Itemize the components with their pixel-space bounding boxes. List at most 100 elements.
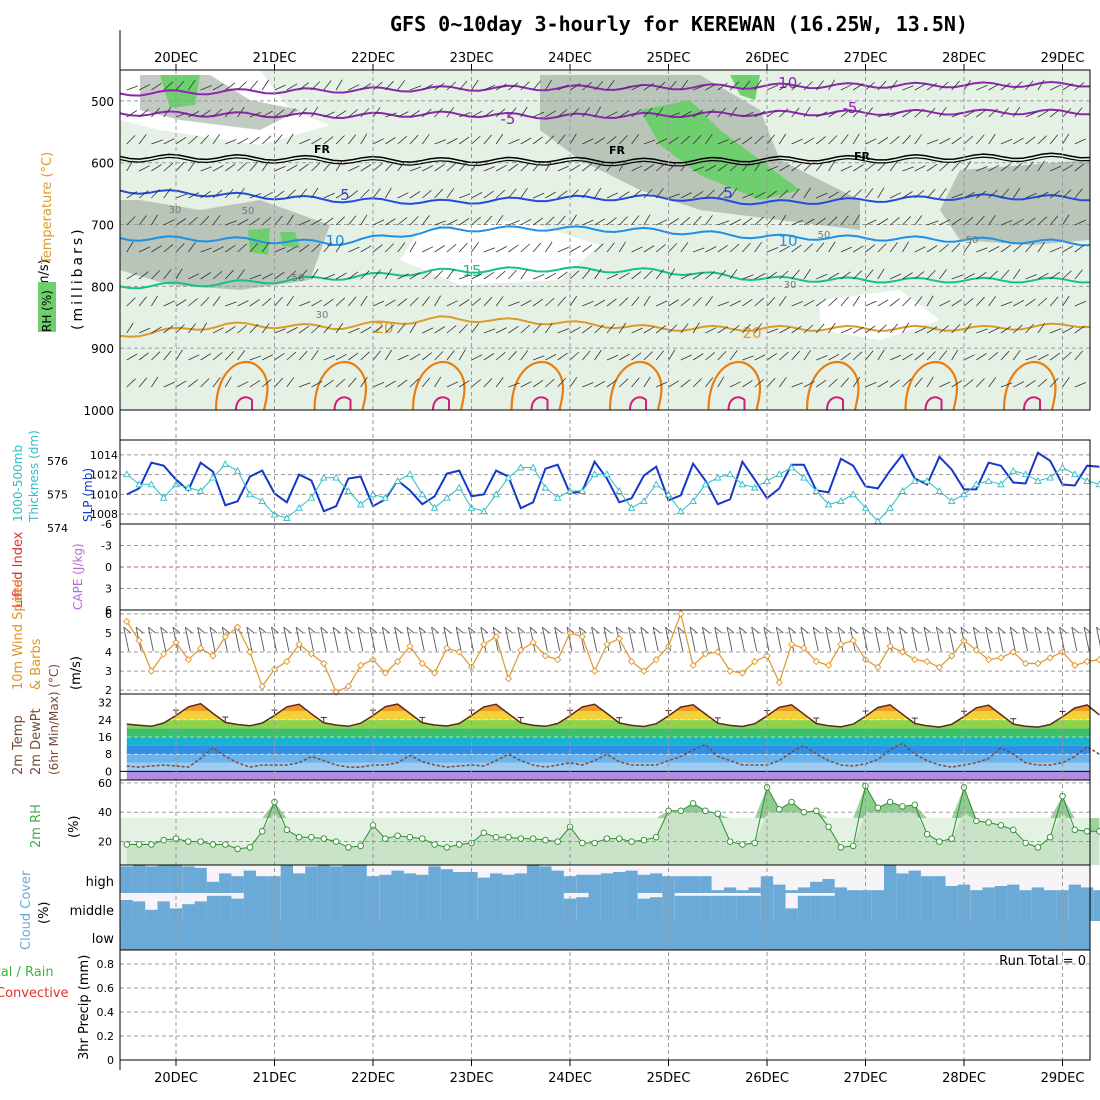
wind-barb [828, 353, 840, 361]
wind-barb [778, 214, 787, 226]
wind-barb [705, 189, 715, 199]
wind-barb [409, 297, 419, 307]
wind-barb-flag [209, 626, 218, 634]
wind-barb [175, 161, 185, 172]
cloud-middle-bar [908, 893, 921, 921]
cloud-middle-bar [945, 893, 958, 921]
wind-barb [643, 82, 655, 91]
cloud-high-bar [1068, 884, 1081, 893]
wind-barb [680, 135, 691, 145]
rh-point [295, 833, 303, 841]
wind-barb [914, 84, 926, 91]
wind-barb [508, 325, 519, 334]
rh-point [837, 844, 845, 851]
wind-barb [138, 108, 149, 118]
wind-barb-flag [776, 626, 784, 634]
wind-barb [1000, 350, 1010, 361]
wind-barb-10m [677, 627, 684, 652]
wind-barb [742, 161, 751, 172]
wind-barb [458, 380, 470, 388]
wind-barb [815, 80, 824, 91]
wind-barb-10m [554, 627, 561, 652]
wind-barb [261, 241, 270, 253]
wind-barb [274, 296, 283, 307]
wind-barb [163, 300, 175, 307]
wind-barb [865, 325, 876, 334]
wind-barb [495, 270, 506, 280]
wind-barb [705, 165, 717, 172]
cloud-middle-bar [391, 893, 404, 921]
wind-barb [520, 324, 531, 334]
wind-barb [1049, 352, 1061, 361]
wind-barb [717, 326, 729, 334]
wind-barb [606, 379, 617, 388]
rh-point [357, 842, 364, 850]
cloud-high-bar [908, 870, 921, 893]
temp-tick-label: 24 [98, 714, 112, 727]
wind-barb [397, 80, 406, 91]
thickness-point [122, 470, 131, 478]
wind-barb [939, 81, 949, 91]
wind-barb [335, 241, 343, 253]
wind-barb [212, 133, 221, 145]
wind-barb [1074, 325, 1085, 334]
wind-barb [1062, 295, 1070, 307]
wind-barb [1000, 220, 1013, 226]
thickness-point [615, 487, 624, 494]
cloud-middle-bar [428, 893, 441, 921]
wind-barb-flag [689, 626, 698, 634]
wind-barb [852, 376, 861, 388]
wind-barb [249, 380, 261, 388]
thickness-point [246, 490, 254, 498]
cloud-middle-bar [440, 893, 453, 921]
wind-barb [237, 106, 245, 118]
cloud-middle-bar [576, 897, 589, 921]
wind-barb-10m [985, 627, 992, 652]
wind-barb [668, 324, 678, 334]
temperature-contour-10 [119, 225, 1091, 247]
precip-axis-label: 3hr Precip (mm) [77, 955, 92, 1060]
wind-barb [200, 322, 208, 334]
cloud-high-bar [576, 874, 589, 893]
wind-barb [594, 137, 606, 145]
temperature-contour-5 [119, 189, 1091, 206]
wind-barb [126, 241, 134, 253]
wind-barb [237, 381, 249, 388]
rh-point [677, 807, 685, 815]
wind-barb [828, 191, 840, 199]
wind-barb [889, 161, 898, 172]
wind-barb [298, 244, 310, 253]
wind-barb [372, 107, 381, 118]
wind-barb-10m [283, 627, 290, 652]
wind-barb [926, 163, 938, 172]
wind-barb [631, 246, 643, 253]
rh-tick-label: 20 [98, 836, 112, 849]
wind-barb [656, 219, 668, 226]
wind-barb [508, 244, 519, 253]
pressure-axis-label: (millibars) [70, 226, 86, 330]
date-label-top: 21DEC [253, 51, 297, 66]
wind-barb-flag [246, 626, 255, 634]
wind-barb [680, 354, 692, 361]
wind-barb [939, 269, 947, 280]
wind-barb [877, 268, 885, 280]
wind-speed-point [1071, 661, 1079, 670]
wind-barb [1025, 379, 1036, 388]
wind-barb [668, 218, 679, 226]
wind-barb [778, 295, 787, 307]
wind-barb [126, 110, 138, 118]
rh-point [800, 808, 808, 816]
wind-barb [569, 83, 581, 91]
wind-barb [520, 268, 528, 280]
wind-barb-flag [221, 626, 230, 634]
wind-barb [865, 219, 877, 226]
wind-barb [705, 270, 715, 280]
wind-barb [582, 188, 591, 199]
date-label-bottom: 26DEC [745, 1071, 789, 1086]
wind-barb-flag [579, 626, 587, 634]
wind-barb [483, 109, 494, 118]
wind-barb-10m [837, 627, 844, 652]
cloud-middle-bar [1031, 893, 1044, 921]
wind-speed-point [295, 640, 303, 649]
